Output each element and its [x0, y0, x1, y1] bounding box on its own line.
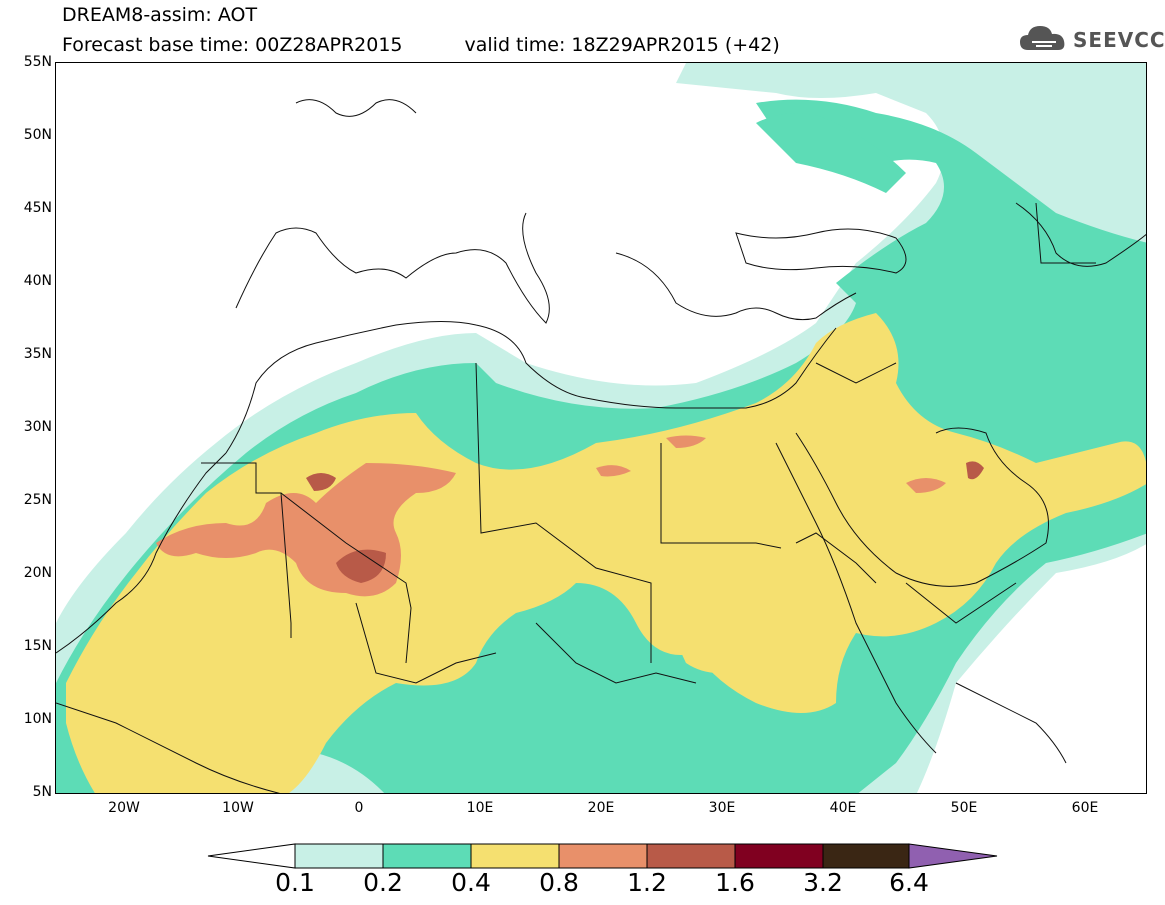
- map-panel: [55, 62, 1147, 794]
- lat-label: 5N: [32, 784, 52, 800]
- lon-label: 0: [354, 800, 364, 816]
- colorbar-bin: [646, 843, 736, 869]
- colorbar-under-arrow: [207, 843, 296, 869]
- colorbar-label: 0.4: [451, 868, 491, 897]
- cloud-icon: [1020, 26, 1065, 50]
- lat-label: 50N: [23, 127, 52, 143]
- colorbar-label: 1.6: [715, 868, 755, 897]
- colorbar-bin: [382, 843, 472, 869]
- lon-label: 30E: [708, 800, 736, 816]
- aot-map: [56, 63, 1146, 793]
- colorbar-label: 3.2: [803, 868, 843, 897]
- lat-label: 45N: [23, 200, 52, 216]
- lon-label: 20E: [587, 800, 615, 816]
- colorbar-label: 0.2: [363, 868, 403, 897]
- colorbar: [207, 843, 998, 869]
- valid-time: valid time: 18Z29APR2015 (+42): [464, 34, 780, 56]
- lon-label: 40E: [829, 800, 857, 816]
- colorbar-bin: [822, 843, 910, 869]
- colorbar-label: 0.8: [539, 868, 579, 897]
- lon-label: 10W: [222, 800, 254, 816]
- colorbar-bin: [470, 843, 560, 869]
- forecast-time-line: Forecast base time: 00Z28APR2015 valid ti…: [62, 34, 780, 56]
- lat-label: 20N: [23, 565, 52, 581]
- colorbar-bin: [734, 843, 824, 869]
- lat-label: 40N: [23, 273, 52, 289]
- colorbar-label: 6.4: [889, 868, 929, 897]
- colorbar-over-arrow: [908, 843, 998, 869]
- colorbar-bin: [558, 843, 648, 869]
- lon-label: 20W: [108, 800, 140, 816]
- lat-label: 35N: [23, 346, 52, 362]
- lat-label: 10N: [23, 711, 52, 727]
- lon-label: 50E: [950, 800, 978, 816]
- lon-label: 60E: [1071, 800, 1099, 816]
- country-borders: [201, 202, 1096, 684]
- lat-label: 25N: [23, 492, 52, 508]
- colorbar-label: 1.2: [627, 868, 667, 897]
- coastlines: [56, 99, 1146, 793]
- chart-title: DREAM8-assim: AOT: [62, 4, 258, 26]
- lon-label: 10E: [466, 800, 494, 816]
- base-time: Forecast base time: 00Z28APR2015: [62, 34, 403, 56]
- lat-label: 55N: [23, 54, 52, 70]
- lat-label: 30N: [23, 419, 52, 435]
- aot-layer-0.4: [66, 313, 1146, 793]
- logo-text: SEEVCCC: [1073, 28, 1165, 52]
- aot-layer-1.2: [306, 461, 984, 583]
- colorbar-label: 0.1: [275, 868, 315, 897]
- seevccc-logo: SEEVCCC: [1018, 20, 1165, 60]
- colorbar-bin: [294, 843, 384, 869]
- lat-label: 15N: [23, 638, 52, 654]
